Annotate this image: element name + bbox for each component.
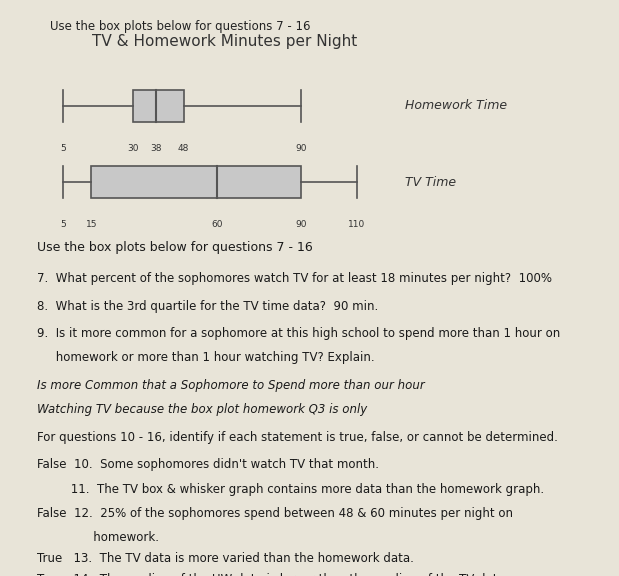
Text: 90: 90 <box>295 220 307 229</box>
Text: For questions 10 - 16, identify if each statement is true, false, or cannot be d: For questions 10 - 16, identify if each … <box>37 431 558 444</box>
Text: 30: 30 <box>128 144 139 153</box>
Text: 38: 38 <box>150 144 162 153</box>
Text: 8.  What is the 3rd quartile for the TV time data?  90 min.: 8. What is the 3rd quartile for the TV t… <box>37 300 378 313</box>
Text: Watching TV because the box plot homework Q3 is only: Watching TV because the box plot homewor… <box>37 403 368 416</box>
Text: 110: 110 <box>348 220 366 229</box>
Text: False  12.  25% of the sophomores spend between 48 & 60 minutes per night on: False 12. 25% of the sophomores spend be… <box>37 507 513 520</box>
Text: 48: 48 <box>178 144 189 153</box>
Text: 90: 90 <box>295 144 307 153</box>
Text: 7.  What percent of the sophomores watch TV for at least 18 minutes per night?  : 7. What percent of the sophomores watch … <box>37 272 552 285</box>
Text: 15: 15 <box>85 220 97 229</box>
Text: TV Time: TV Time <box>405 176 456 188</box>
Text: 11.  The TV box & whisker graph contains more data than the homework graph.: 11. The TV box & whisker graph contains … <box>37 483 544 496</box>
Text: False  10.  Some sophomores didn't watch TV that month.: False 10. Some sophomores didn't watch T… <box>37 458 379 472</box>
Text: True   13.  The TV data is more varied than the homework data.: True 13. The TV data is more varied than… <box>37 552 414 565</box>
Text: homework or more than 1 hour watching TV? Explain.: homework or more than 1 hour watching TV… <box>37 351 374 365</box>
Text: 60: 60 <box>212 220 223 229</box>
Text: Use the box plots below for questions 7 - 16: Use the box plots below for questions 7 … <box>37 241 313 254</box>
Text: homework.: homework. <box>37 531 159 544</box>
Text: Homework Time: Homework Time <box>405 100 507 112</box>
Text: True   14.  The median of the HW data is larger than the median of the TV data: True 14. The median of the HW data is la… <box>37 573 505 576</box>
Text: 5: 5 <box>61 144 66 153</box>
FancyBboxPatch shape <box>133 90 184 122</box>
Text: Is more Common that a Sophomore to Spend more than our hour: Is more Common that a Sophomore to Spend… <box>37 379 425 392</box>
Text: Use the box plots below for questions 7 - 16: Use the box plots below for questions 7 … <box>50 20 310 33</box>
Text: TV & Homework Minutes per Night: TV & Homework Minutes per Night <box>92 34 357 49</box>
FancyBboxPatch shape <box>92 166 301 198</box>
Text: 9.  Is it more common for a sophomore at this high school to spend more than 1 h: 9. Is it more common for a sophomore at … <box>37 327 560 340</box>
Text: 5: 5 <box>61 220 66 229</box>
